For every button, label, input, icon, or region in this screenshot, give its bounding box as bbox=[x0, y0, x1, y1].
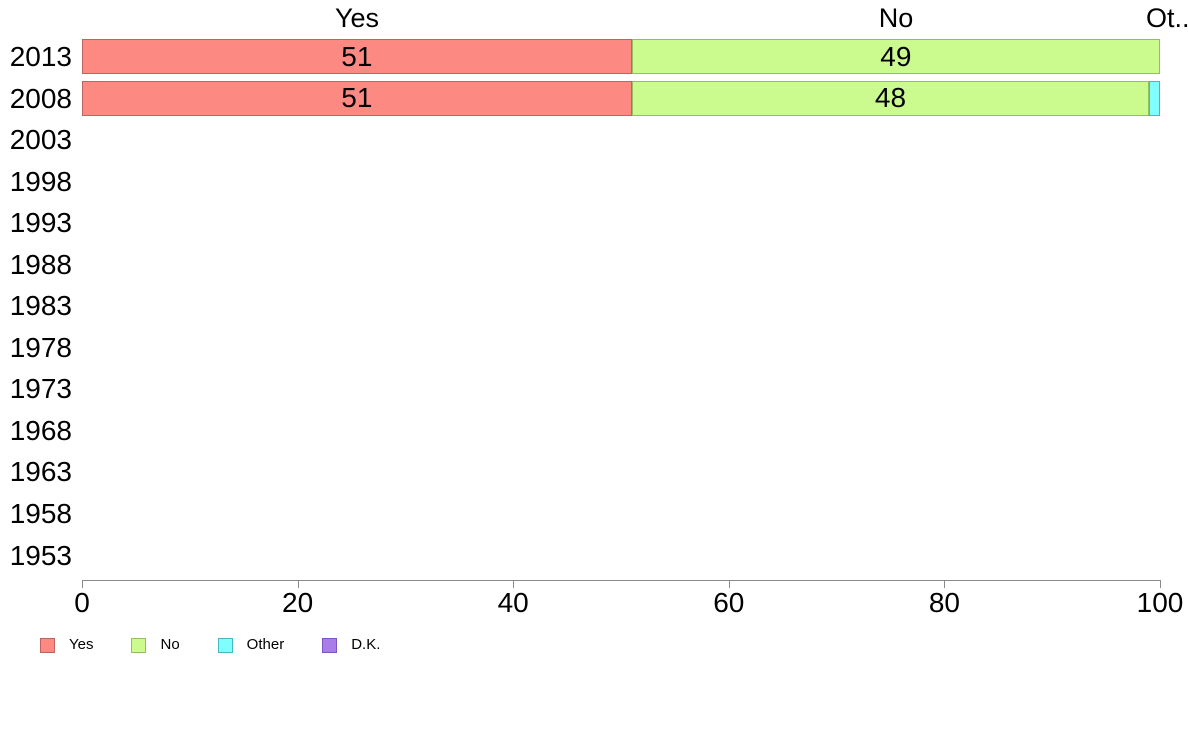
y-axis-label: 1968 bbox=[9, 414, 72, 446]
bar-track: 51 49 bbox=[82, 39, 1160, 75]
chart-row-1988: 1988 bbox=[0, 244, 1188, 286]
column-header-other-truncated: Ot.. bbox=[1146, 3, 1188, 33]
x-axis-tick-label: 40 bbox=[497, 587, 529, 618]
y-axis-label: 1998 bbox=[9, 165, 72, 197]
legend-item-no[interactable]: No bbox=[131, 636, 180, 653]
legend-swatch bbox=[322, 637, 338, 653]
x-axis-tick bbox=[728, 580, 730, 588]
bar-segment-other-2008[interactable] bbox=[1149, 80, 1160, 116]
chart-row-2013: 2013 51 49 bbox=[0, 36, 1188, 78]
chart-row-1958: 1958 bbox=[0, 493, 1188, 535]
legend-item-dk[interactable]: D.K. bbox=[322, 637, 380, 653]
x-axis-tick-label: 0 bbox=[74, 587, 90, 618]
bar-track bbox=[82, 538, 1160, 573]
chart-row-1993: 1993 bbox=[0, 202, 1188, 244]
chart-row-1983: 1983 bbox=[0, 285, 1188, 327]
bar-segment-no-2008[interactable]: 48 bbox=[631, 80, 1150, 116]
column-header-yes: Yes bbox=[334, 3, 380, 33]
x-axis-tick bbox=[513, 580, 515, 588]
y-axis-label: 1963 bbox=[9, 456, 72, 488]
bar-track bbox=[82, 122, 1160, 157]
bar-track bbox=[82, 455, 1160, 490]
bar-value-label: 49 bbox=[880, 40, 912, 72]
x-axis-tick bbox=[297, 580, 299, 588]
x-axis-line bbox=[82, 580, 1161, 581]
legend-item-yes[interactable]: Yes bbox=[40, 637, 93, 653]
chart-row-1978: 1978 bbox=[0, 327, 1188, 369]
bar-segment-yes-2013[interactable]: 51 bbox=[82, 39, 632, 75]
y-axis-label: 1993 bbox=[9, 207, 72, 239]
chart-row-2003: 2003 bbox=[0, 119, 1188, 161]
legend: Yes No Other D.K. bbox=[40, 637, 418, 653]
bar-track bbox=[82, 413, 1160, 448]
chart-row-1968: 1968 bbox=[0, 410, 1188, 452]
x-axis-tick-label: 100 bbox=[1136, 587, 1184, 618]
y-axis-label: 1983 bbox=[9, 290, 72, 322]
chart-row-2008: 2008 51 48 bbox=[0, 78, 1188, 120]
bar-track bbox=[82, 289, 1160, 324]
column-header-no: No bbox=[878, 3, 914, 33]
y-axis-label: 2003 bbox=[9, 124, 72, 156]
legend-swatch bbox=[40, 637, 55, 653]
y-axis-label: 1978 bbox=[9, 331, 72, 363]
bar-track bbox=[82, 330, 1160, 365]
legend-swatch bbox=[131, 637, 147, 653]
y-axis-label: 2008 bbox=[9, 82, 72, 114]
bar-track bbox=[82, 372, 1160, 407]
x-axis-tick-label: 60 bbox=[713, 587, 745, 618]
legend-item-label: Other bbox=[246, 636, 285, 653]
chart-row-1953: 1953 bbox=[0, 535, 1188, 577]
legend-item-label: Yes bbox=[69, 636, 94, 653]
chart-row-1998: 1998 bbox=[0, 161, 1188, 203]
x-axis-tick-label: 80 bbox=[928, 587, 960, 618]
bar-segment-yes-2008[interactable]: 51 bbox=[82, 80, 632, 116]
bar-track bbox=[82, 205, 1160, 240]
bar-value-label: 51 bbox=[341, 82, 373, 114]
x-axis-tick bbox=[1160, 580, 1161, 588]
y-axis-label: 1958 bbox=[9, 498, 72, 530]
bar-segment-no-2013[interactable]: 49 bbox=[631, 39, 1160, 75]
bar-track bbox=[82, 247, 1160, 282]
bar-track: 51 48 bbox=[82, 80, 1160, 116]
y-axis-label: 1973 bbox=[9, 373, 72, 405]
bar-track bbox=[82, 164, 1160, 199]
y-axis-label: 1988 bbox=[9, 248, 72, 280]
bar-value-label: 51 bbox=[341, 40, 373, 72]
legend-item-label: D.K. bbox=[351, 636, 381, 653]
x-axis-tick bbox=[944, 580, 946, 588]
legend-swatch bbox=[217, 637, 233, 653]
x-axis-tick-label: 20 bbox=[282, 587, 314, 618]
y-axis-label: 2013 bbox=[9, 41, 72, 72]
plot-area: 2013 51 49 2008 51 48 2003 1998 1993 1988 1983 1978… bbox=[0, 36, 1188, 576]
x-axis-tick bbox=[82, 580, 83, 588]
bar-value-label: 48 bbox=[874, 82, 907, 114]
chart-row-1973: 1973 bbox=[0, 368, 1188, 410]
legend-item-other[interactable]: Other bbox=[217, 636, 285, 653]
y-axis-label: 1953 bbox=[9, 539, 72, 571]
legend-item-label: No bbox=[160, 636, 180, 653]
bar-track bbox=[82, 496, 1160, 531]
chart-row-1963: 1963 bbox=[0, 451, 1188, 493]
